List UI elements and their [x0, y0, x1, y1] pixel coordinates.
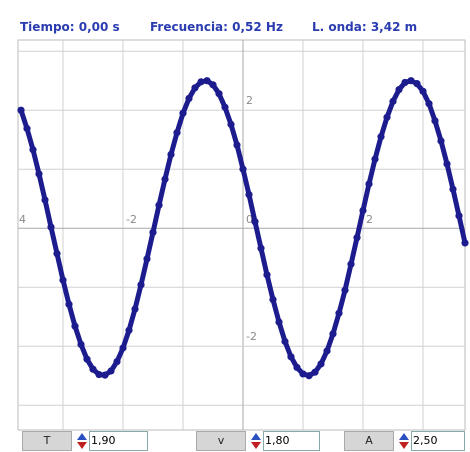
wave-point: [377, 133, 385, 141]
wave-point: [191, 84, 199, 92]
spinner[interactable]: [76, 432, 88, 450]
wave-point: [293, 363, 301, 372]
wave-point: [131, 305, 139, 313]
wave-point: [215, 90, 223, 98]
wave-point: [209, 81, 217, 89]
text-field[interactable]: 1,90: [89, 431, 148, 451]
wave-point: [455, 212, 463, 220]
wave-point: [353, 234, 361, 242]
wave-point: [323, 347, 331, 355]
x-tick-label: 2: [366, 213, 373, 226]
wave-point: [239, 165, 247, 173]
wave-point: [113, 357, 121, 366]
wave-point: [263, 271, 271, 279]
wave-point: [65, 300, 73, 308]
wave-point: [149, 228, 157, 236]
wave-point: [311, 368, 319, 376]
wave-point: [305, 372, 313, 380]
wave-point: [137, 281, 145, 289]
wave-point: [407, 77, 415, 85]
wave-point: [449, 185, 457, 193]
wave-point: [359, 206, 367, 215]
wavelength-readout: L. onda: 3,42 m: [312, 20, 418, 34]
wave-point: [317, 360, 325, 368]
plot-border: [17, 39, 466, 431]
wave-point: [59, 276, 67, 284]
wave-point: [107, 367, 115, 375]
spinner[interactable]: [250, 432, 262, 450]
wave-point: [341, 286, 349, 294]
wave-point: [23, 124, 31, 133]
wave-point: [119, 344, 127, 352]
spinner[interactable]: [398, 432, 410, 450]
wave-point: [431, 117, 439, 125]
wave-point: [143, 255, 151, 263]
wave-point: [275, 318, 283, 326]
wave-point: [329, 330, 337, 338]
wave-point: [77, 340, 85, 349]
wave-point: [29, 146, 37, 154]
wave-point: [179, 109, 187, 117]
control-label: T: [22, 431, 72, 451]
wave-point: [245, 190, 253, 199]
wave-point: [251, 218, 259, 226]
wave-point: [383, 113, 391, 121]
wave-point: [221, 103, 229, 111]
wave-point: [47, 223, 55, 231]
wave-point: [53, 249, 61, 258]
wave-point: [257, 244, 265, 252]
y-tick-label: -2: [246, 330, 257, 343]
wave-point: [89, 365, 97, 373]
x-tick-label: 4: [19, 213, 26, 226]
wave-point: [227, 120, 235, 128]
wave-point: [269, 296, 277, 304]
wave-point: [281, 337, 289, 346]
wave-point: [167, 150, 175, 159]
wave-point: [71, 322, 79, 330]
wave-point: [461, 239, 469, 247]
wave-point: [347, 260, 355, 268]
y-tick-label: 2: [246, 94, 253, 107]
wave-point: [335, 309, 343, 317]
wave-point: [395, 85, 403, 94]
wave-point: [425, 100, 433, 108]
wave-point: [203, 77, 211, 85]
wave-point: [365, 180, 373, 188]
text-field[interactable]: 2,50: [411, 431, 465, 451]
wave-point: [161, 175, 169, 183]
wave-point: [419, 87, 427, 95]
wave-point: [233, 141, 241, 149]
wave-point: [401, 78, 409, 87]
wave-point: [101, 371, 109, 379]
wave-point: [443, 160, 451, 168]
wave-point: [173, 129, 181, 137]
wave-point: [185, 94, 193, 103]
wave-point: [95, 370, 103, 379]
wave-point: [125, 326, 133, 334]
wave-point: [437, 137, 445, 145]
frequency-readout: Frecuencia: 0,52 Hz: [150, 20, 283, 34]
wave-point: [389, 97, 397, 105]
x-tick-label: -2: [126, 213, 137, 226]
x-tick-label: 0: [246, 213, 253, 226]
time-readout: Tiempo: 0,00 s: [20, 20, 120, 34]
control-label: A: [344, 431, 394, 451]
wave-point: [41, 196, 49, 204]
text-field[interactable]: 1,80: [263, 431, 320, 451]
wave-point: [83, 355, 91, 363]
wave-point: [35, 170, 43, 178]
wave-point: [197, 78, 205, 86]
wave-point: [155, 201, 163, 209]
wave-point: [17, 106, 25, 114]
control-label: v: [196, 431, 246, 451]
wave-point: [287, 353, 295, 361]
wave-point: [413, 80, 421, 88]
wave-point: [299, 370, 307, 378]
wave-point: [371, 155, 379, 163]
